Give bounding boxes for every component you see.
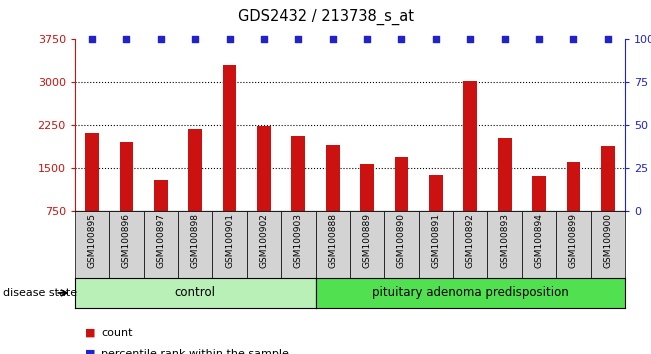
Text: ■: ■ [85, 328, 95, 338]
Text: GDS2432 / 213738_s_at: GDS2432 / 213738_s_at [238, 9, 413, 25]
Bar [188, 129, 202, 211]
Text: control: control [174, 286, 215, 299]
Text: pituitary adenoma predisposition: pituitary adenoma predisposition [372, 286, 568, 299]
Point [431, 36, 441, 42]
FancyBboxPatch shape [350, 211, 384, 278]
Bar [498, 138, 512, 211]
Text: GSM100895: GSM100895 [87, 213, 96, 268]
Bar [360, 164, 374, 211]
Bar [566, 162, 580, 211]
FancyBboxPatch shape [522, 211, 556, 278]
Point [225, 36, 235, 42]
Text: GSM100899: GSM100899 [569, 213, 578, 268]
Text: GSM100898: GSM100898 [191, 213, 200, 268]
Point [534, 36, 544, 42]
Text: GSM100902: GSM100902 [260, 213, 268, 268]
Text: GSM100896: GSM100896 [122, 213, 131, 268]
Text: GSM100892: GSM100892 [465, 213, 475, 268]
Text: percentile rank within the sample: percentile rank within the sample [101, 349, 289, 354]
Text: GSM100903: GSM100903 [294, 213, 303, 268]
Bar [85, 133, 99, 211]
FancyBboxPatch shape [281, 211, 316, 278]
Point [87, 36, 97, 42]
Point [121, 36, 132, 42]
Point [156, 36, 166, 42]
Bar [257, 126, 271, 211]
Point [603, 36, 613, 42]
Point [293, 36, 303, 42]
FancyBboxPatch shape [453, 211, 488, 278]
Text: GSM100893: GSM100893 [500, 213, 509, 268]
Text: count: count [101, 328, 132, 338]
Text: GSM100900: GSM100900 [603, 213, 613, 268]
FancyBboxPatch shape [75, 211, 109, 278]
Text: GSM100889: GSM100889 [363, 213, 372, 268]
FancyBboxPatch shape [419, 211, 453, 278]
Bar [464, 81, 477, 211]
Point [568, 36, 579, 42]
Bar [326, 145, 340, 211]
Point [190, 36, 201, 42]
FancyBboxPatch shape [178, 211, 212, 278]
Bar [120, 142, 133, 211]
Bar [395, 158, 408, 211]
FancyBboxPatch shape [384, 211, 419, 278]
Bar [532, 176, 546, 211]
Text: GSM100890: GSM100890 [397, 213, 406, 268]
Text: GSM100888: GSM100888 [328, 213, 337, 268]
Bar [601, 146, 615, 211]
FancyBboxPatch shape [212, 211, 247, 278]
FancyBboxPatch shape [590, 211, 625, 278]
Point [465, 36, 475, 42]
Text: GSM100897: GSM100897 [156, 213, 165, 268]
Text: GSM100894: GSM100894 [534, 213, 544, 268]
FancyBboxPatch shape [247, 211, 281, 278]
FancyBboxPatch shape [316, 211, 350, 278]
Text: GSM100891: GSM100891 [432, 213, 440, 268]
Text: GSM100901: GSM100901 [225, 213, 234, 268]
FancyBboxPatch shape [109, 211, 144, 278]
Bar [429, 175, 443, 211]
Text: disease state: disease state [3, 288, 77, 298]
Point [327, 36, 338, 42]
FancyBboxPatch shape [144, 211, 178, 278]
Bar [154, 180, 168, 211]
Bar [292, 136, 305, 211]
Point [499, 36, 510, 42]
Bar [223, 65, 236, 211]
FancyBboxPatch shape [488, 211, 522, 278]
Text: ■: ■ [85, 349, 95, 354]
Point [396, 36, 407, 42]
Point [258, 36, 269, 42]
FancyBboxPatch shape [556, 211, 590, 278]
Point [362, 36, 372, 42]
